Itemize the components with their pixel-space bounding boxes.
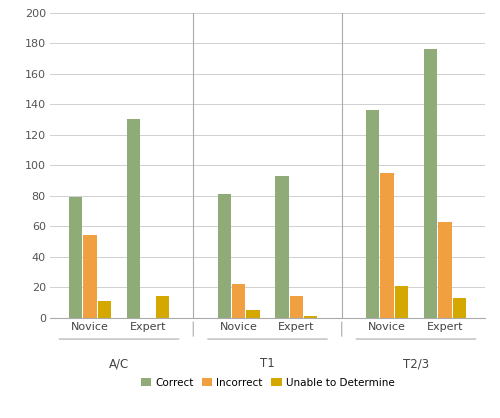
- Bar: [452, 298, 466, 318]
- Bar: [366, 110, 380, 318]
- Bar: [218, 194, 231, 318]
- Text: A/C: A/C: [109, 357, 129, 370]
- Legend: Correct, Incorrect, Unable to Determine: Correct, Incorrect, Unable to Determine: [136, 373, 398, 392]
- Bar: [290, 296, 303, 318]
- Text: T2/3: T2/3: [403, 357, 429, 370]
- Bar: [127, 120, 140, 318]
- Bar: [438, 222, 452, 318]
- Bar: [156, 296, 169, 318]
- Bar: [232, 284, 245, 318]
- Bar: [424, 49, 437, 318]
- Bar: [304, 316, 318, 318]
- Bar: [246, 310, 260, 318]
- Bar: [276, 176, 288, 318]
- Bar: [84, 235, 97, 318]
- Bar: [69, 197, 82, 318]
- Bar: [380, 173, 394, 318]
- Bar: [395, 285, 408, 318]
- Bar: [98, 301, 111, 318]
- Text: T1: T1: [260, 357, 275, 370]
